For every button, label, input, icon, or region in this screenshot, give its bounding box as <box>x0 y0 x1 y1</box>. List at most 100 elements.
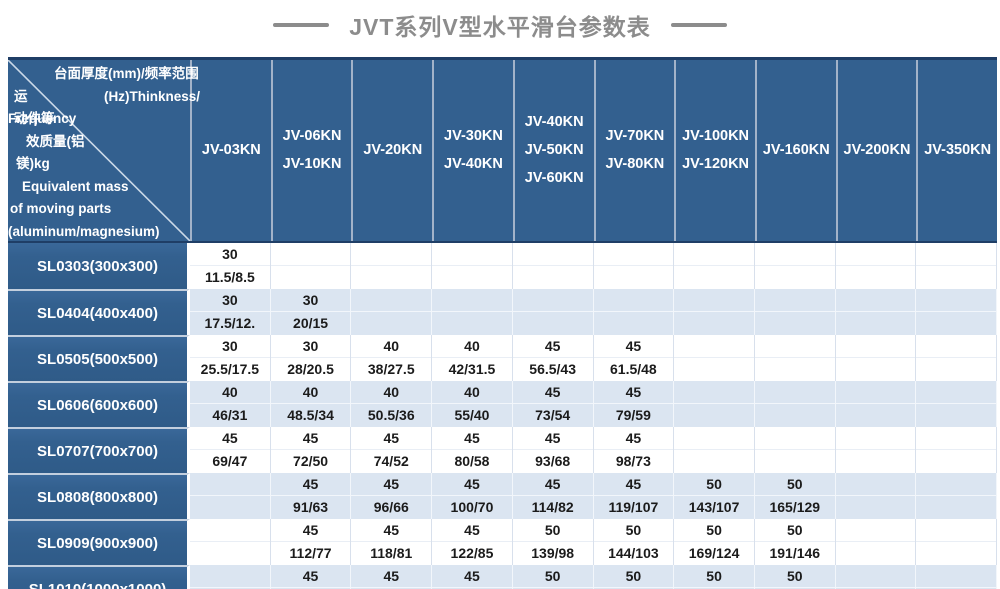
data-cell <box>351 289 433 335</box>
row-label: SL0303(300x300) <box>8 243 190 289</box>
cell-thickness-value <box>270 243 351 266</box>
cell-thickness-value: 45 <box>432 427 512 450</box>
cell-thickness-value: 40 <box>351 381 432 404</box>
data-cell <box>674 427 755 473</box>
data-cell: 45 <box>351 565 433 589</box>
data-cell <box>674 335 755 381</box>
cell-thickness-value: 45 <box>432 519 512 542</box>
table-row: SL0303(300x300) 30 11.5/8.5 <box>8 243 998 289</box>
cell-frequency-value <box>836 496 916 519</box>
data-cell: 40 38/27.5 <box>351 335 433 381</box>
data-cell: 45 98/73 <box>593 427 675 473</box>
cell-thickness-value <box>916 335 997 358</box>
column-header-label: JV-60KN <box>524 170 584 186</box>
cell-frequency-value: 144/103 <box>608 545 659 561</box>
cell-thickness-value <box>754 289 835 312</box>
cell-thickness-value: 45 <box>593 381 674 404</box>
data-cell: 50 <box>512 565 594 589</box>
column-header-label: JV-40KN <box>444 156 503 172</box>
table-row: SL0505(500x500) 30 25.5/17.5 30 28/20.5 40 38/… <box>8 335 998 381</box>
corner-text-left: 镁)kg <box>16 156 50 171</box>
cell-frequency-value: 38/27.5 <box>367 361 415 377</box>
cell-frequency-value: 28/20.5 <box>287 361 334 377</box>
cell-frequency-value <box>674 358 754 381</box>
cell-frequency-value <box>836 542 916 565</box>
data-cell: 45 69/47 <box>190 427 271 473</box>
cell-frequency-value: 165/129 <box>769 499 821 515</box>
data-cell: 50 169/124 <box>674 519 755 565</box>
cell-frequency-value: 139/98 <box>531 545 575 561</box>
cell-frequency-value: 100/70 <box>450 499 494 515</box>
cell-thickness-value <box>916 381 997 404</box>
data-cell: 45 79/59 <box>593 381 675 427</box>
cell-thickness-value <box>835 565 916 588</box>
data-cell: 45 61.5/48 <box>593 335 675 381</box>
corner-cell: 台面厚度(mm)/频率范围运 (Hz)Thinkness/动件等 Frequency… <box>8 60 200 241</box>
cell-frequency-value: 46/31 <box>212 407 248 423</box>
data-cell <box>916 519 998 565</box>
data-cell: 50 144/103 <box>593 519 675 565</box>
cell-thickness-value: 50 <box>754 473 835 496</box>
cell-frequency-value: 96/66 <box>373 499 409 515</box>
cell-frequency-value <box>432 312 512 335</box>
data-cell: 40 50.5/36 <box>351 381 433 427</box>
cell-thickness-value <box>190 519 270 542</box>
column-header-label: JV-06KN <box>282 128 342 144</box>
corner-line: 台面厚度(mm)/频率范围 <box>8 63 199 86</box>
cell-frequency-value: 169/124 <box>688 545 740 561</box>
title-left-dash <box>273 23 330 27</box>
cell-thickness-value: 40 <box>432 335 512 358</box>
cell-frequency-value: 50.5/36 <box>367 407 415 423</box>
cell-thickness-value <box>190 565 270 588</box>
column-header-label: JV-20KN <box>363 142 423 158</box>
data-cell <box>593 243 675 289</box>
data-cell: 45 100/70 <box>432 473 513 519</box>
cell-frequency-value <box>836 450 916 473</box>
column-header-label: JV-40KN <box>524 114 584 130</box>
data-cell: 45 122/85 <box>432 519 513 565</box>
column-header-jv-03kn: JV-03KN <box>190 60 271 241</box>
cell-thickness-value <box>432 243 512 266</box>
row-label: SL0808(800x800) <box>8 473 190 519</box>
cell-thickness-value <box>916 243 997 266</box>
cell-frequency-value: 119/107 <box>608 499 659 515</box>
corner-line: 动件等 Frequency <box>8 108 190 131</box>
data-cell: 45 74/52 <box>351 427 433 473</box>
cell-thickness-value <box>512 289 593 312</box>
column-header-label: JV-30KN <box>444 128 503 144</box>
data-cell <box>674 381 755 427</box>
cell-frequency-value <box>836 266 916 289</box>
corner-line: Equivalent mass <box>8 176 190 199</box>
cell-frequency-value <box>755 450 835 473</box>
data-cell: 50 <box>754 565 836 589</box>
data-cell: 40 46/31 <box>190 381 271 427</box>
column-header-jv-40kn: JV-40KN JV-50KN JV-60KN <box>512 60 594 241</box>
cell-thickness-value: 50 <box>674 519 754 542</box>
cell-thickness-value: 50 <box>512 565 593 588</box>
data-cell <box>916 473 998 519</box>
corner-text-left: of moving parts <box>10 201 112 216</box>
column-header-jv-160kn: JV-160KN <box>754 60 836 241</box>
cell-frequency-value: 55/40 <box>454 407 490 423</box>
data-cell <box>754 335 836 381</box>
cell-thickness-value: 40 <box>432 381 512 404</box>
column-header-jv-30kn: JV-30KN JV-40KN <box>432 60 513 241</box>
table-row: SL0707(700x700) 45 69/47 45 72/50 45 74/52 45 80… <box>8 427 998 473</box>
data-cell <box>835 381 917 427</box>
data-cell: 30 20/15 <box>270 289 352 335</box>
data-cell: 45 <box>270 565 352 589</box>
data-cell: 45 72/50 <box>270 427 352 473</box>
cell-thickness-value <box>351 289 432 312</box>
data-cell <box>190 565 271 589</box>
cell-thickness-value <box>835 427 916 450</box>
cell-thickness-value: 30 <box>190 335 270 358</box>
data-cell: 50 143/107 <box>674 473 755 519</box>
data-cell: 30 28/20.5 <box>270 335 352 381</box>
cell-frequency-value: 56.5/43 <box>529 361 577 377</box>
cell-thickness-value: 30 <box>270 335 351 358</box>
diagonal-line <box>8 60 190 241</box>
cell-thickness-value <box>754 335 835 358</box>
cell-thickness-value <box>432 289 512 312</box>
cell-thickness-value <box>754 427 835 450</box>
